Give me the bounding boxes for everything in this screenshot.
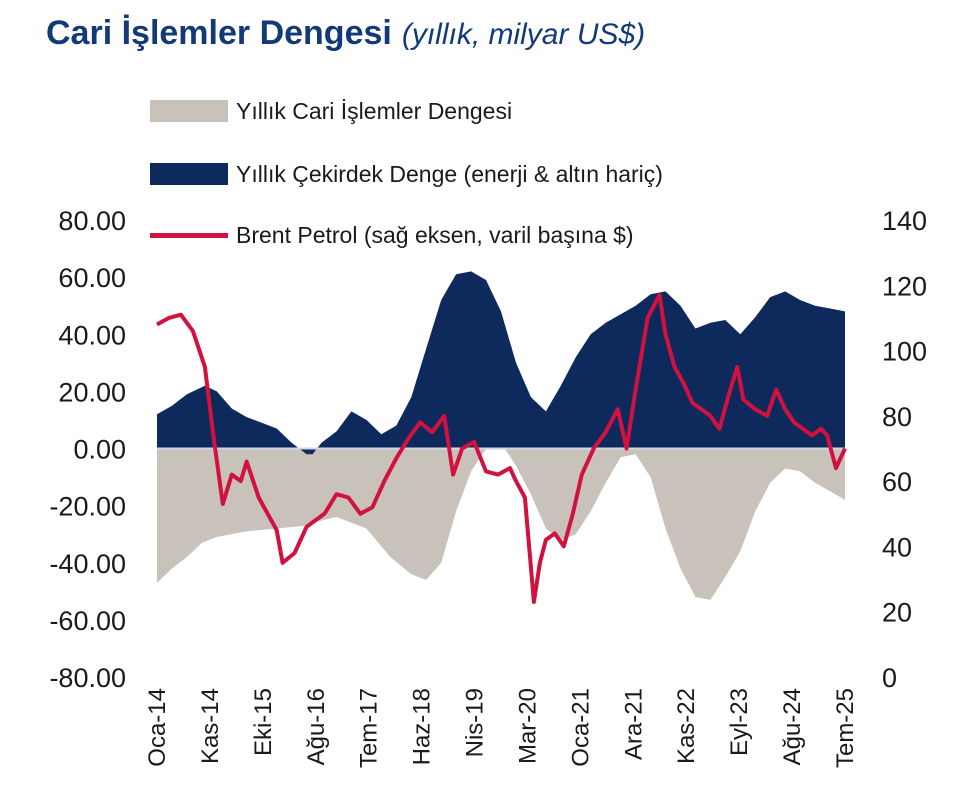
y2-tick-label: 120 [882,271,927,301]
y2-tick-label: 100 [882,337,927,367]
legend-item-core: Yıllık Çekirdek Denge (enerji & altın ha… [150,159,663,189]
y-tick-label: 0.00 [73,435,126,465]
y-tick-label: -80.00 [49,663,126,693]
y2-tick-label: 20 [882,598,912,628]
legend-label-headline: Yıllık Cari İşlemler Dengesi [236,97,513,124]
series-area-headline [157,442,845,600]
x-tick-label: Nis-19 [462,688,489,757]
x-tick-label: Ağu-24 [779,688,806,765]
legend-line-brent [150,232,228,238]
legend-label-brent: Brent Petrol (sağ eksen, varil başına $) [236,221,634,248]
chart-subtitle: (yıllık, milyar US$) [401,18,646,51]
x-tick-label: Tem-17 [356,688,383,768]
y-tick-label: -60.00 [49,606,126,636]
y-axis-right: 140 120 100 80 60 40 20 0 [882,206,927,693]
legend-label-core: Yıllık Çekirdek Denge (enerji & altın ha… [236,160,663,187]
y2-tick-label: 40 [882,532,912,562]
x-tick-label: Kas-22 [673,688,700,764]
y-tick-label: 60.00 [58,263,126,293]
series-areas [157,271,845,600]
chart-title-main: Cari İşlemler Dengesi [46,14,392,52]
y-tick-label: -20.00 [49,492,126,522]
x-tick-label: Oca-21 [567,688,594,767]
x-tick-label: Eki-15 [250,688,277,756]
x-tick-label: Ara-21 [620,688,647,760]
x-tick-label: Haz-18 [409,688,436,765]
y-tick-label: 80.00 [58,206,126,236]
x-tick-label: Kas-14 [197,688,224,764]
x-tick-label: Oca-14 [144,688,171,767]
x-tick-label: Tem-25 [832,688,859,768]
y-tick-label: 40.00 [58,320,126,350]
legend-item-headline: Yıllık Cari İşlemler Dengesi [150,96,512,126]
x-tick-label: Ağu-16 [303,688,330,765]
y2-tick-label: 140 [882,206,927,236]
y-tick-label: -40.00 [49,549,126,579]
x-tick-label: Mar-20 [514,688,541,764]
y2-tick-label: 60 [882,467,912,497]
legend-swatch-headline [150,100,228,122]
legend-swatch-core [150,163,228,185]
series-line-brent [156,293,847,604]
y-axis-left: 80.00 60.00 40.00 20.00 0.00 -20.00 -40.00 -60.… [49,206,126,693]
series-line [156,293,847,604]
x-tick-label: Eyl-23 [726,688,753,756]
y-tick-label: 20.00 [58,377,126,407]
y2-tick-label: 0 [882,663,897,693]
chart-title: Cari İşlemler Dengesi (yıllık, milyar US$… [46,14,645,53]
y2-tick-label: 80 [882,402,912,432]
series-area-core [157,271,845,455]
legend-item-brent: Brent Petrol (sağ eksen, varil başına $) [150,220,634,250]
x-axis: Oca-14 Kas-14 Eki-15 Ağu-16 Tem-17 Haz-18 Nis-… [144,688,859,768]
